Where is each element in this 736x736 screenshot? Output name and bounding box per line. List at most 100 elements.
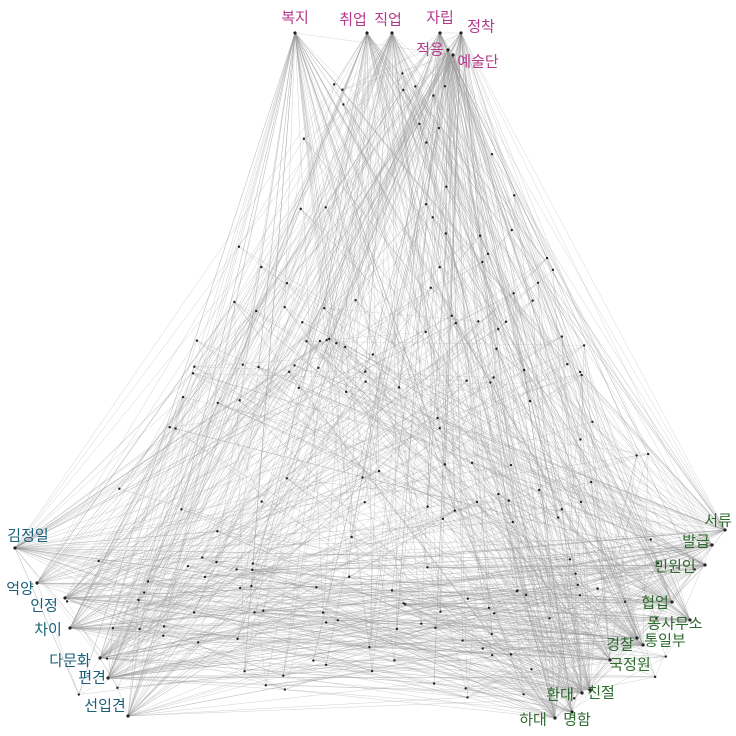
node-dot	[425, 141, 428, 144]
edge	[192, 373, 726, 531]
edge	[99, 382, 491, 659]
edge	[452, 54, 576, 574]
edge	[192, 373, 644, 646]
edge	[439, 32, 593, 422]
edge	[69, 627, 468, 698]
edge	[127, 300, 533, 717]
edge	[202, 557, 573, 713]
node-dot	[97, 559, 100, 563]
edge	[14, 338, 330, 549]
term-dot	[390, 31, 394, 35]
edge	[36, 345, 585, 584]
term-dot	[63, 596, 67, 600]
edge	[306, 341, 638, 639]
edge	[419, 123, 556, 719]
node-dot	[509, 653, 513, 656]
node-dot	[439, 610, 442, 613]
node-dot	[465, 379, 468, 382]
edge	[440, 32, 462, 612]
node-dot	[325, 338, 328, 342]
edge	[64, 371, 290, 599]
edge	[537, 282, 583, 694]
edge	[14, 253, 489, 549]
node-dot	[450, 314, 453, 317]
edge	[466, 380, 573, 713]
edge	[202, 32, 393, 558]
edge	[482, 564, 706, 649]
edge	[294, 32, 524, 695]
edge	[592, 421, 611, 661]
term-dot	[293, 31, 297, 35]
edge	[554, 698, 575, 719]
edge	[64, 257, 548, 599]
edge	[147, 529, 726, 582]
edge	[14, 547, 570, 560]
edge	[624, 544, 713, 602]
edge	[325, 207, 591, 691]
edge	[306, 341, 644, 646]
edge	[430, 186, 447, 288]
edge	[581, 455, 637, 694]
term-dot	[365, 31, 369, 35]
edge	[258, 32, 296, 368]
edge	[294, 365, 726, 531]
edge	[258, 366, 583, 694]
edge	[64, 597, 264, 611]
edge	[589, 618, 657, 691]
edge	[107, 677, 266, 686]
edge	[366, 32, 637, 456]
edge	[405, 601, 673, 605]
edge	[107, 633, 492, 679]
edge	[294, 365, 726, 531]
edge	[348, 32, 368, 577]
node-dot	[510, 228, 513, 232]
node-dot	[453, 509, 456, 512]
edge	[36, 582, 80, 695]
edge	[239, 54, 454, 401]
edge	[403, 89, 611, 661]
edge	[328, 338, 556, 719]
edge	[194, 354, 373, 367]
edge	[415, 86, 556, 719]
node-dot	[579, 438, 582, 441]
edge	[294, 32, 556, 719]
edge	[439, 32, 531, 402]
edge	[234, 301, 706, 566]
edge	[394, 601, 673, 661]
node-dot	[492, 612, 496, 615]
edge	[187, 565, 573, 713]
edge	[439, 32, 481, 236]
edge	[326, 584, 578, 623]
edge	[345, 32, 393, 392]
node-dot	[282, 674, 285, 677]
edge	[14, 547, 550, 619]
edge	[326, 339, 638, 639]
edge	[14, 547, 80, 695]
edge	[391, 32, 441, 429]
edge	[252, 563, 644, 646]
edge	[482, 601, 673, 649]
node-dot	[255, 309, 258, 313]
node-dot	[168, 425, 171, 429]
edge	[107, 322, 456, 679]
edge	[326, 32, 393, 341]
edge	[36, 582, 578, 586]
edge	[343, 104, 582, 503]
edge	[439, 32, 456, 511]
node-dot	[363, 500, 366, 504]
edge	[366, 32, 626, 602]
edge	[591, 481, 706, 566]
edge	[442, 518, 583, 694]
edge	[294, 32, 404, 604]
edge	[107, 627, 436, 679]
edge	[216, 32, 296, 563]
edge	[181, 509, 583, 694]
edge	[355, 300, 626, 602]
node-dot	[335, 341, 338, 345]
edge	[537, 282, 673, 603]
edge	[303, 138, 691, 621]
edge	[69, 590, 518, 629]
edge	[517, 564, 706, 591]
edge	[14, 261, 483, 549]
edge	[127, 599, 139, 717]
